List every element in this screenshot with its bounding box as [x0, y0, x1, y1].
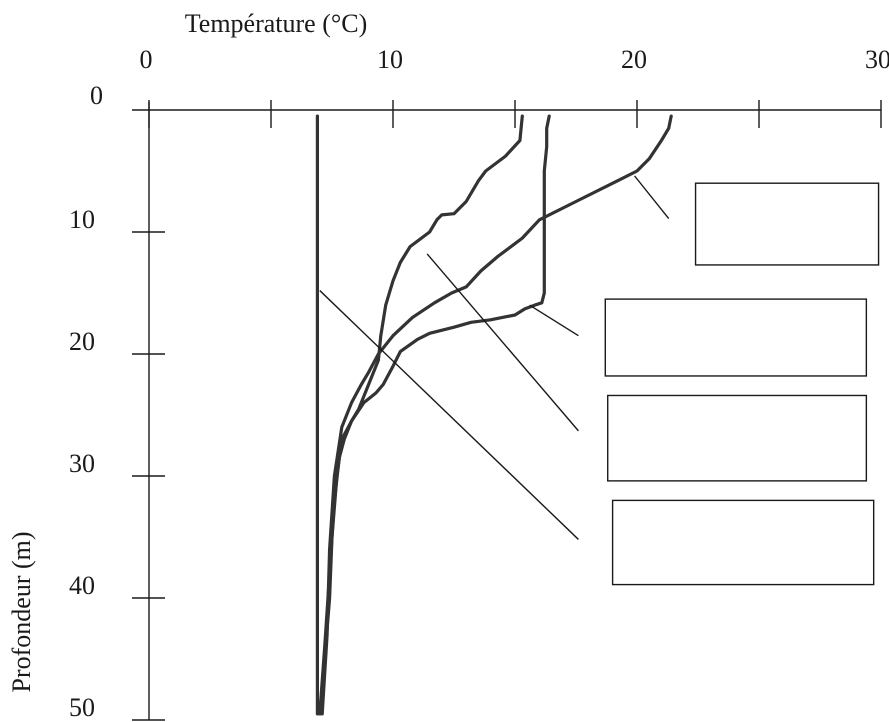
- leader-lines: [319, 175, 670, 540]
- temperature-profile-4: [320, 114, 673, 716]
- callout-box-3: [607, 394, 868, 482]
- callout-boxes: [604, 182, 880, 586]
- y-axis-title: Profondeur (m): [7, 531, 36, 692]
- temperature-profile-3: [318, 114, 551, 716]
- series-group: [315, 114, 673, 716]
- leader-line-3: [426, 253, 579, 432]
- x-tick-label: 10: [377, 45, 403, 74]
- y-tick-label: 20: [69, 327, 95, 356]
- y-tick-label: 30: [69, 449, 95, 478]
- y-tick-label: 10: [69, 205, 95, 234]
- leader-line-2: [529, 304, 579, 337]
- x-tick-label: 20: [621, 45, 647, 74]
- y-axis-ticks: 0 10 20 30 40 50: [69, 81, 165, 722]
- x-tick-label: 30: [865, 45, 889, 74]
- x-axis-ticks: 0 10 20 30: [140, 45, 889, 128]
- leader-line-1: [634, 175, 670, 220]
- x-axis-title: Température (°C): [185, 9, 368, 38]
- callout-box-2: [604, 298, 868, 377]
- y-tick-label: 40: [69, 571, 95, 600]
- callout-box-4: [611, 499, 875, 586]
- leader-line-4: [319, 290, 579, 540]
- temperature-profile-2: [318, 114, 524, 716]
- callout-box-1: [694, 182, 880, 266]
- x-tick-label: 0: [140, 45, 153, 74]
- y-tick-label: 50: [69, 693, 95, 722]
- y-tick-label: 0: [90, 81, 103, 110]
